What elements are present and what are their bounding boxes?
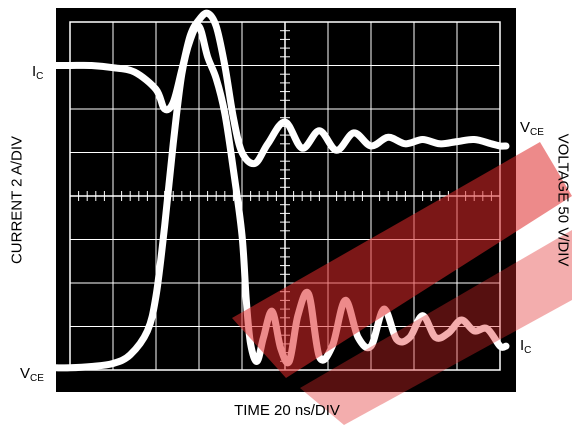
ic-label-left-main: I: [32, 63, 37, 80]
trace-v-ce: [52, 9, 510, 168]
y-axis-label-left: CURRENT 2 A/DIV: [8, 135, 26, 265]
ic-label-right-main: I: [520, 337, 525, 354]
vce-label-right-main: V: [520, 119, 531, 136]
ic-label-left: IC: [32, 64, 43, 82]
vce-label-left: VCE: [20, 366, 44, 384]
ic-label-right-sub: C: [524, 345, 532, 356]
vce-label-left-main: V: [20, 365, 31, 382]
vce-label-right-sub: CE: [530, 127, 544, 138]
vce-label-left-sub: CE: [30, 373, 44, 384]
ic-label-left-sub: C: [36, 71, 44, 82]
y-axis-label-right: VOLTAGE 50 V/DIV: [554, 133, 572, 267]
watermark-logo: [232, 142, 572, 425]
x-axis-label: TIME 20 ns/DIV: [234, 402, 340, 419]
vce-label-right: VCE: [520, 120, 544, 138]
ic-label-right: IC: [520, 338, 531, 356]
